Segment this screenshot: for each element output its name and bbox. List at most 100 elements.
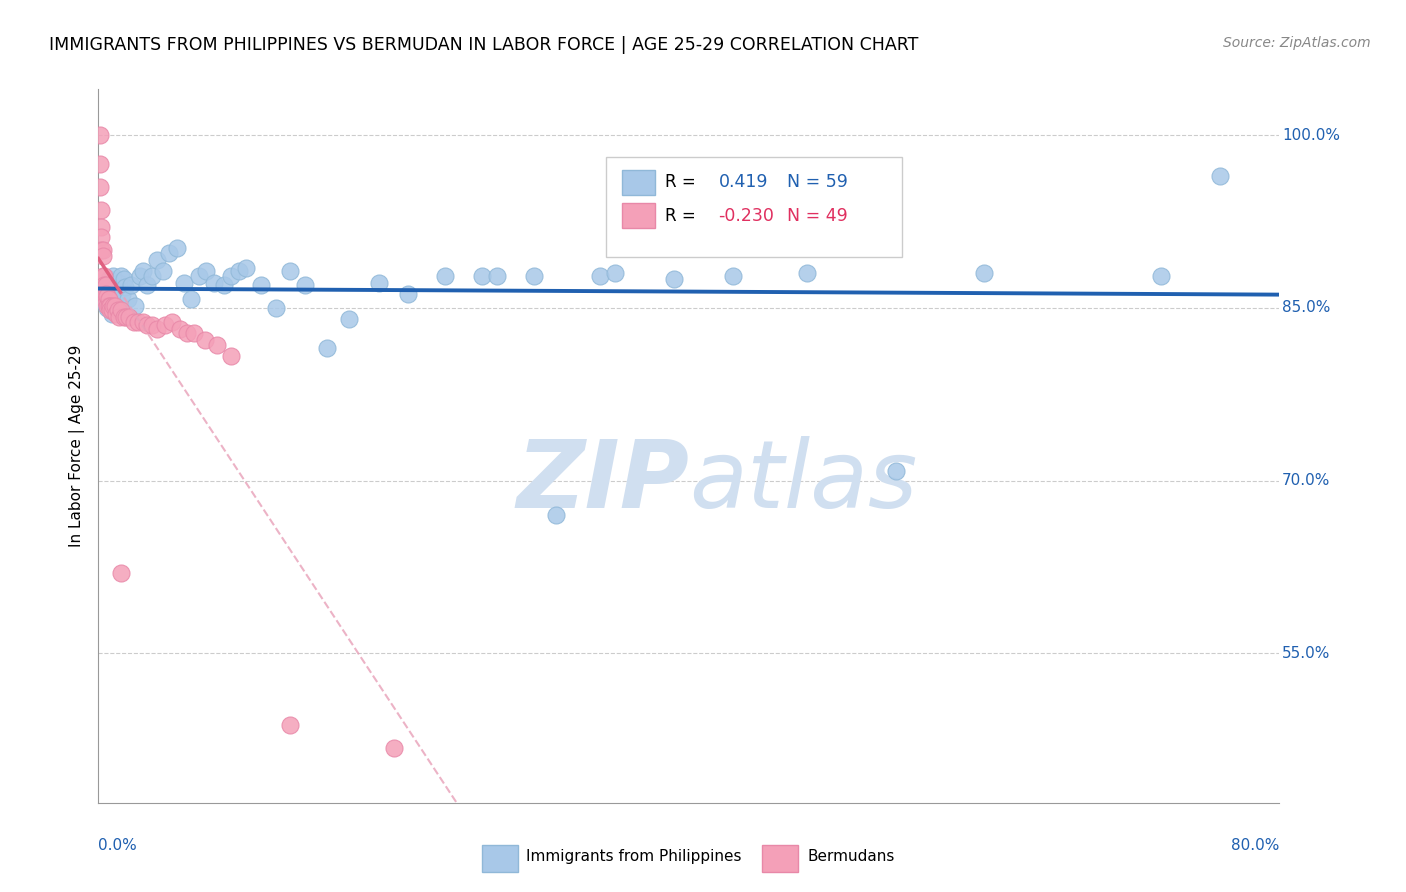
Point: [316, 341, 339, 355]
Point: [176, 326, 198, 341]
Point: [368, 276, 391, 290]
Text: N = 59: N = 59: [787, 173, 848, 191]
Point: [721, 268, 744, 283]
Point: [97, 292, 120, 306]
Point: [235, 260, 257, 275]
Point: [118, 310, 141, 324]
Point: [98, 303, 121, 318]
Point: [146, 321, 169, 335]
Text: Source: ZipAtlas.com: Source: ZipAtlas.com: [1223, 36, 1371, 50]
Point: [94, 287, 117, 301]
Point: [93, 277, 115, 292]
Point: [294, 277, 316, 292]
Point: [89, 157, 111, 171]
Point: [89, 180, 111, 194]
Point: [120, 277, 142, 292]
Point: [544, 508, 567, 522]
Point: [103, 268, 125, 283]
Point: [141, 318, 163, 333]
Point: [93, 295, 115, 310]
Point: [91, 268, 114, 283]
Point: [278, 264, 302, 278]
Point: [90, 292, 112, 306]
Point: [605, 266, 627, 280]
Y-axis label: In Labor Force | Age 25-29: In Labor Force | Age 25-29: [69, 345, 84, 547]
Point: [132, 315, 155, 329]
Point: [112, 310, 135, 324]
Point: [104, 295, 127, 310]
Point: [94, 295, 117, 310]
FancyBboxPatch shape: [606, 157, 901, 257]
Point: [434, 268, 457, 283]
Text: IMMIGRANTS FROM PHILIPPINES VS BERMUDAN IN LABOR FORCE | AGE 25-29 CORRELATION C: IMMIGRANTS FROM PHILIPPINES VS BERMUDAN …: [49, 36, 918, 54]
Point: [1150, 268, 1173, 283]
Point: [94, 277, 117, 292]
Point: [146, 252, 169, 267]
Point: [105, 280, 128, 294]
Point: [90, 202, 112, 217]
Text: R =: R =: [665, 207, 696, 225]
Point: [264, 301, 287, 315]
Point: [112, 272, 135, 286]
Text: Immigrants from Philippines: Immigrants from Philippines: [526, 849, 741, 863]
Text: 70.0%: 70.0%: [1282, 473, 1330, 488]
Point: [100, 303, 122, 318]
Text: ZIP: ZIP: [516, 435, 689, 528]
Point: [110, 566, 132, 580]
Point: [107, 301, 129, 315]
Point: [180, 292, 202, 306]
Point: [127, 315, 149, 329]
Point: [90, 220, 112, 235]
Point: [382, 740, 405, 755]
Point: [96, 299, 118, 313]
Point: [90, 229, 112, 244]
Point: [664, 272, 686, 286]
Point: [105, 307, 128, 321]
Point: [157, 245, 180, 260]
Point: [187, 268, 209, 283]
Text: 85.0%: 85.0%: [1282, 301, 1330, 316]
Point: [93, 287, 115, 301]
Point: [278, 717, 302, 731]
Point: [589, 268, 612, 283]
Point: [117, 292, 139, 306]
Point: [96, 289, 118, 303]
Point: [202, 276, 225, 290]
Point: [228, 264, 250, 278]
Point: [219, 349, 242, 363]
FancyBboxPatch shape: [621, 169, 655, 194]
Point: [100, 307, 122, 321]
Text: atlas: atlas: [689, 436, 917, 527]
Text: 100.0%: 100.0%: [1282, 128, 1340, 143]
Point: [89, 128, 111, 143]
Point: [107, 303, 129, 318]
Point: [128, 268, 150, 283]
Point: [98, 299, 121, 313]
FancyBboxPatch shape: [762, 845, 797, 872]
Point: [136, 318, 159, 333]
Point: [212, 277, 235, 292]
Point: [523, 268, 546, 283]
Text: 55.0%: 55.0%: [1282, 646, 1330, 661]
Point: [122, 315, 145, 329]
Point: [94, 277, 117, 292]
Point: [108, 276, 131, 290]
Text: R =: R =: [665, 173, 696, 191]
Point: [110, 268, 132, 283]
Point: [194, 333, 217, 347]
Point: [153, 318, 176, 333]
Point: [124, 299, 146, 313]
Point: [98, 289, 121, 303]
Point: [166, 241, 188, 255]
Text: 0.419: 0.419: [718, 173, 768, 191]
Point: [91, 287, 114, 301]
Point: [884, 464, 907, 478]
Point: [219, 268, 242, 283]
Point: [97, 272, 120, 286]
Point: [104, 299, 127, 313]
Point: [195, 264, 218, 278]
Point: [396, 287, 419, 301]
Point: [90, 244, 112, 258]
Point: [110, 303, 132, 318]
Text: -0.230: -0.230: [718, 207, 775, 225]
